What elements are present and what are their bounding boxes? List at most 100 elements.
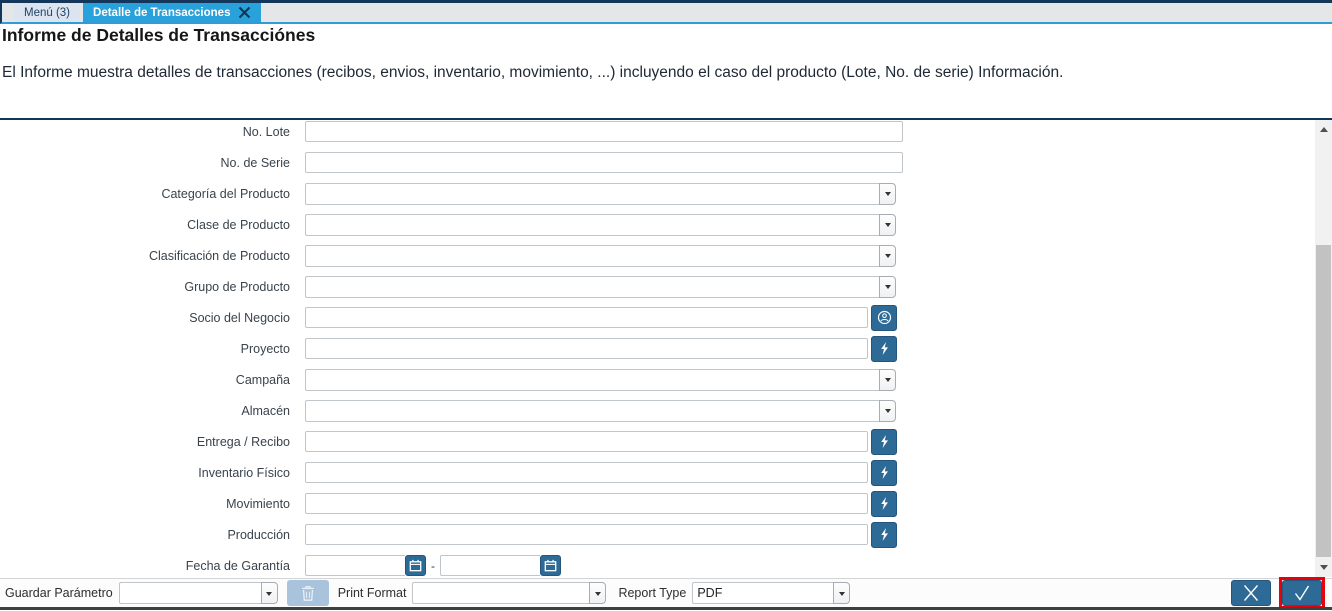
grupo-de-producto-input[interactable] [305, 275, 879, 298]
vertical-scrollbar[interactable] [1315, 120, 1332, 577]
cancel-x-icon [1243, 585, 1259, 601]
form-row-clase-de-producto: Clase de Producto [0, 213, 920, 236]
scroll-down-button[interactable] [1315, 560, 1332, 575]
close-icon[interactable] [238, 6, 251, 19]
clasificacion-de-producto-label: Clasificación de Producto [148, 248, 290, 263]
no-de-serie-input[interactable] [305, 152, 903, 173]
clasificacion-de-producto-dropdown-button[interactable] [879, 244, 896, 267]
calendar-icon [409, 559, 422, 572]
proyecto-field [305, 335, 897, 362]
no-de-serie-field [305, 152, 903, 173]
clase-de-producto-dropdown-button[interactable] [879, 213, 896, 236]
movimiento-label: Movimiento [226, 496, 290, 511]
clase-de-producto-field [305, 213, 896, 236]
movimiento-search-button[interactable] [871, 490, 897, 517]
inventario-fisico-search-button[interactable] [871, 459, 897, 486]
business-partner-icon [877, 310, 892, 325]
scrollbar-thumb[interactable] [1316, 245, 1331, 557]
print-format-input[interactable] [412, 582, 590, 604]
campana-input[interactable] [305, 368, 879, 391]
movimiento-input[interactable] [305, 493, 868, 514]
clasificacion-de-producto-field [305, 244, 896, 267]
form-row-entrega-recibo: Entrega / Recibo [0, 428, 920, 455]
no-de-serie-label: No. de Serie [220, 155, 290, 170]
delete-parameter-button[interactable] [286, 580, 329, 606]
fecha-de-garantia-to-calendar-button[interactable] [540, 555, 561, 576]
report-type-dropdown-button[interactable] [833, 582, 851, 604]
scroll-down-icon [1319, 565, 1328, 574]
entrega-recibo-field [305, 428, 897, 455]
tab-detalle-transacciones[interactable]: Detalle de Transacciones [83, 3, 262, 22]
trash-icon [301, 585, 314, 601]
entrega-recibo-search-button[interactable] [871, 428, 897, 455]
form-row-proyecto: Proyecto [0, 335, 920, 362]
fecha-de-garantia-field: - [305, 555, 561, 576]
form-row-grupo-de-producto: Grupo de Producto [0, 275, 920, 298]
categoria-del-producto-input[interactable] [305, 182, 879, 205]
proyecto-input[interactable] [305, 338, 868, 359]
chevron-down-icon [266, 591, 273, 599]
produccion-field [305, 521, 897, 548]
form-row-movimiento: Movimiento [0, 490, 920, 517]
fecha-de-garantia-from-calendar-button[interactable] [405, 555, 426, 576]
produccion-search-button[interactable] [871, 521, 897, 548]
campana-dropdown-button[interactable] [879, 368, 896, 391]
fecha-de-garantia-to-input[interactable] [440, 555, 540, 576]
save-parameter-dropdown-button[interactable] [260, 582, 278, 604]
clasificacion-de-producto-input[interactable] [305, 244, 879, 267]
date-range-separator: - [431, 558, 435, 573]
tab-menu[interactable]: Menú (3) [14, 3, 81, 22]
scroll-up-button[interactable] [1315, 122, 1332, 137]
clase-de-producto-label: Clase de Producto [187, 217, 290, 232]
chevron-down-icon [884, 254, 891, 261]
campana-label: Campaña [235, 372, 290, 387]
campana-field [305, 368, 896, 391]
save-parameter-combo [118, 582, 278, 604]
form-row-fecha-de-garantia: Fecha de Garantía - [0, 555, 920, 576]
clase-de-producto-input[interactable] [305, 213, 879, 236]
form-row-no-lote: No. Lote [0, 121, 920, 142]
chevron-down-icon [594, 591, 601, 599]
produccion-input[interactable] [305, 524, 868, 545]
form-row-campana: Campaña [0, 368, 920, 391]
form-row-inventario-fisico: Inventario Físico [0, 459, 920, 486]
ok-button[interactable] [1282, 580, 1322, 606]
print-format-dropdown-button[interactable] [589, 582, 607, 604]
inventario-fisico-input[interactable] [305, 462, 868, 483]
proyecto-label: Proyecto [240, 341, 290, 356]
fecha-de-garantia-label: Fecha de Garantía [185, 558, 290, 573]
scroll-up-icon [1319, 123, 1328, 132]
fecha-de-garantia-from-input[interactable] [305, 555, 405, 576]
proyecto-search-button[interactable] [871, 335, 897, 362]
socio-del-negocio-label: Socio del Negocio [189, 310, 290, 325]
highlight-box [1279, 577, 1325, 609]
tab-active-label: Detalle de Transacciones [93, 6, 231, 19]
fecha-de-garantia-from-group [305, 555, 426, 576]
categoria-del-producto-dropdown-button[interactable] [879, 182, 896, 205]
socio-del-negocio-input[interactable] [305, 307, 868, 328]
no-lote-input[interactable] [305, 121, 903, 142]
form-row-produccion: Producción [0, 521, 920, 548]
record-search-icon [879, 497, 890, 510]
grupo-de-producto-dropdown-button[interactable] [879, 275, 896, 298]
report-type-combo [692, 582, 851, 604]
categoria-del-producto-field [305, 182, 896, 205]
cancel-button[interactable] [1231, 580, 1271, 606]
almacen-combo [305, 399, 896, 422]
almacen-input[interactable] [305, 399, 879, 422]
chevron-down-icon [884, 223, 891, 230]
entrega-recibo-input[interactable] [305, 431, 868, 452]
categoria-del-producto-combo [305, 182, 896, 205]
socio-del-negocio-search-button[interactable] [871, 304, 897, 331]
grupo-de-producto-combo [305, 275, 896, 298]
dialog-footer: Guardar Parámetro Print Format Report Ty… [0, 577, 1332, 609]
report-type-input[interactable] [692, 582, 834, 604]
almacen-dropdown-button[interactable] [879, 399, 896, 422]
no-lote-field [305, 121, 903, 142]
save-parameter-input[interactable] [118, 582, 261, 604]
record-search-icon [879, 466, 890, 479]
form-row-no-de-serie: No. de Serie [0, 152, 920, 173]
tab-bar: Menú (3) Detalle de Transacciones [0, 0, 1332, 24]
report-type-label: Report Type [618, 586, 687, 600]
chevron-down-icon [838, 591, 845, 599]
